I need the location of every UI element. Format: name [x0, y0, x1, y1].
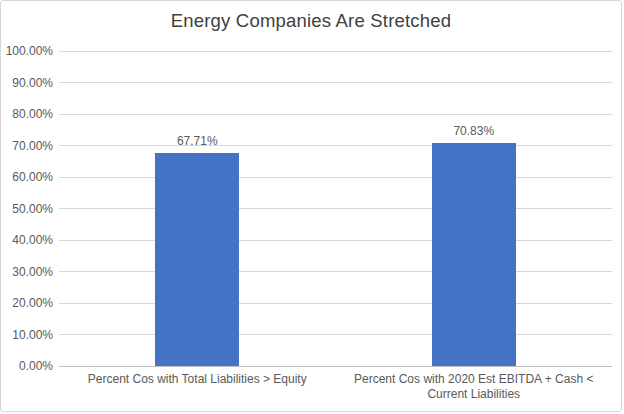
plot-area: 67.71% 70.83% [59, 51, 612, 366]
y-axis: 0.00%10.00%20.00%30.00%40.00%50.00%60.00… [1, 51, 53, 366]
y-tick-label: 50.00% [12, 202, 53, 216]
gridline [59, 271, 612, 272]
gridline [59, 177, 612, 178]
gridline [59, 208, 612, 209]
y-tick-label: 40.00% [12, 233, 53, 247]
data-label: 70.83% [414, 124, 534, 138]
gridline [59, 51, 612, 52]
y-tick-label: 20.00% [12, 296, 53, 310]
y-tick-label: 90.00% [12, 76, 53, 90]
gridline [59, 240, 612, 241]
bar [155, 153, 239, 366]
x-axis-line [59, 366, 612, 367]
category-label: Percent Cos with 2020 Est EBITDA + Cash … [336, 372, 613, 402]
y-tick-label: 80.00% [12, 107, 53, 121]
bar-chart: Energy Companies Are Stretched 0.00% 10.0… [0, 0, 622, 412]
y-tick-label: 70.00% [12, 139, 53, 153]
gridline [59, 114, 612, 115]
gridline [59, 334, 612, 335]
gridline [59, 82, 612, 83]
y-tick-label: 0.00% [19, 359, 53, 373]
y-tick-label: 60.00% [12, 170, 53, 184]
chart-title: Energy Companies Are Stretched [1, 10, 621, 32]
x-axis: Percent Cos with Total Liabilities > Equ… [59, 372, 612, 402]
y-tick-label: 30.00% [12, 265, 53, 279]
category-label: Percent Cos with Total Liabilities > Equ… [59, 372, 336, 387]
bar [432, 143, 516, 366]
data-label: 67.71% [137, 134, 257, 148]
gridline [59, 303, 612, 304]
y-tick-label: 10.00% [12, 328, 53, 342]
y-tick-label: 100.00% [6, 44, 53, 58]
